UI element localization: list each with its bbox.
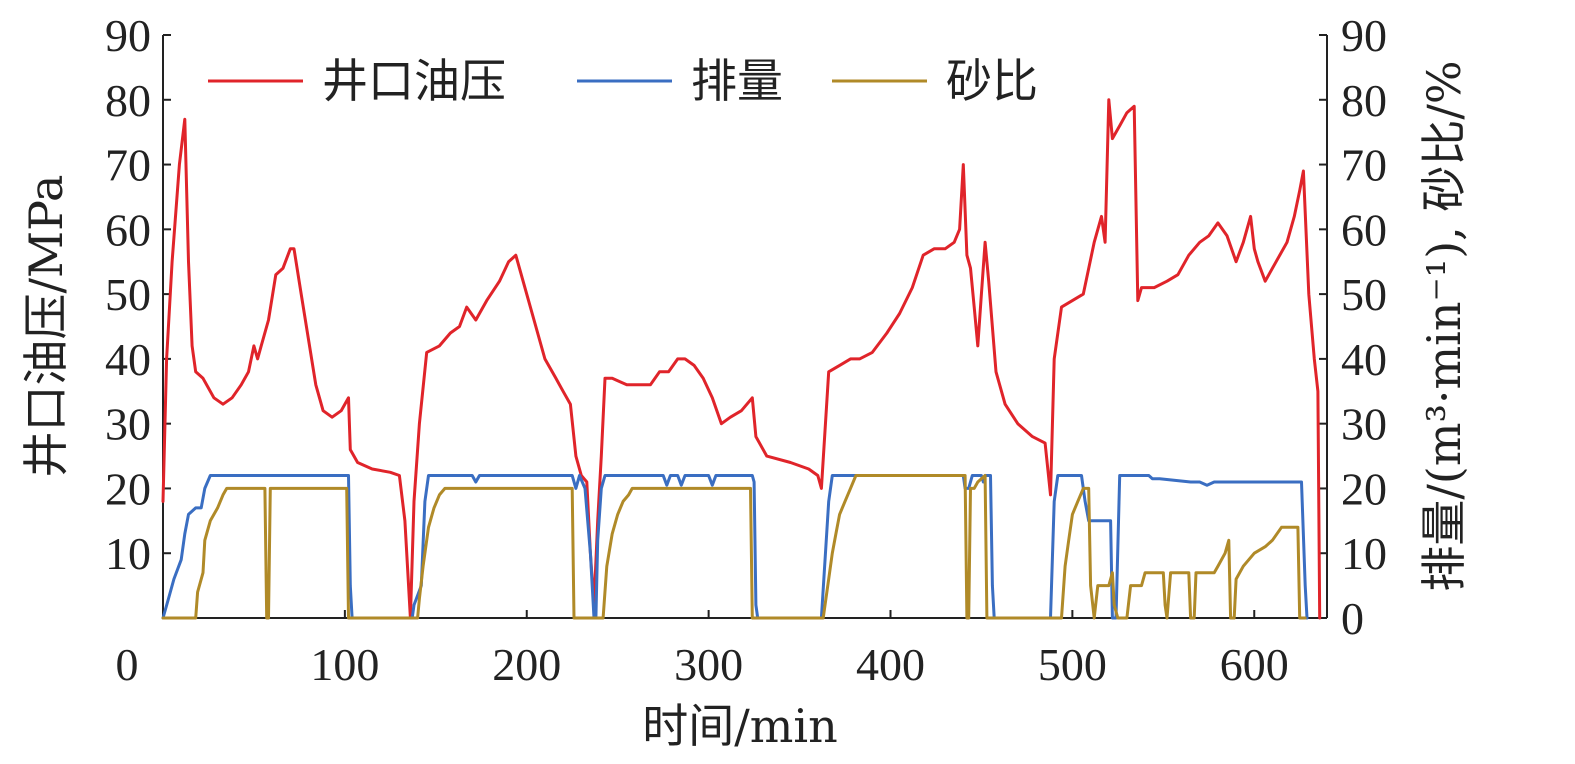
y-left-tick-label: 80: [105, 75, 151, 126]
x-tick-label: 600: [1220, 639, 1289, 690]
y-left-tick-label: 40: [105, 334, 151, 385]
legend: 井口油压 排量 砂比: [208, 54, 1038, 108]
x-tick-label: 300: [674, 639, 743, 690]
y-left-tick-label: 20: [105, 463, 151, 514]
x-axis-title: 时间/min: [642, 699, 837, 753]
x-tick-label: 500: [1038, 639, 1107, 690]
y-right-tick-label: 60: [1341, 204, 1387, 255]
y-right-tick-label: 0: [1341, 593, 1364, 644]
y-left-tick-label: 30: [105, 399, 151, 450]
legend-label-pressure: 井口油压: [322, 54, 506, 108]
legend-label-sand-ratio: 砂比: [946, 54, 1038, 108]
x-tick-label: 400: [856, 639, 925, 690]
y-right-tick-label: 80: [1341, 75, 1387, 126]
y-axis-right-title: 排量/(m³·min⁻¹), 砂比/%: [1417, 60, 1471, 591]
series-line-sand-ratio: [161, 474, 1307, 620]
y-right-tick-label: 20: [1341, 463, 1387, 514]
y-left-tick-label: 90: [105, 10, 151, 61]
y-left-tick-label: 60: [105, 204, 151, 255]
y-right-tick-label: 70: [1341, 140, 1387, 191]
x-tick-label: 0: [116, 639, 139, 690]
y-left-tick-label: 10: [105, 528, 151, 579]
series-line-rate: [161, 474, 1309, 620]
legend-label-rate: 排量: [691, 54, 783, 108]
y-left-tick-label: 70: [105, 140, 151, 191]
plot-frame: [162, 35, 1328, 619]
y-right-tick-label: 50: [1341, 269, 1387, 320]
x-tick-label: 200: [492, 639, 561, 690]
y-left-tick-label: 50: [105, 269, 151, 320]
x-tick-label: 100: [310, 639, 379, 690]
y-right-tick-label: 30: [1341, 399, 1387, 450]
y-right-tick-label: 40: [1341, 334, 1387, 385]
y-right-tick-label: 90: [1341, 10, 1387, 61]
y-axis-left-title: 井口油压/MPa: [19, 175, 73, 478]
ticks: 0 100 200 300 400 500 600 10 20 30 40 50 60 70 80 90 0 10…: [105, 10, 1387, 690]
series: [161, 98, 1322, 620]
y-right-tick-label: 10: [1341, 528, 1387, 579]
series-line-pressure: [161, 98, 1322, 620]
